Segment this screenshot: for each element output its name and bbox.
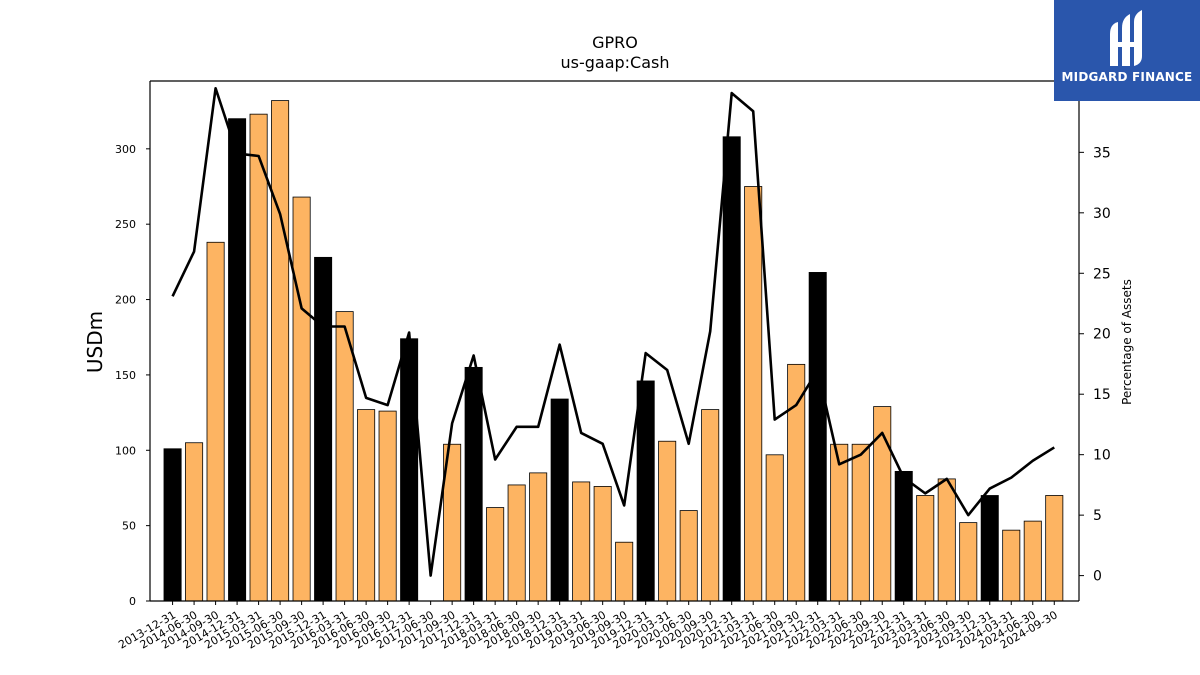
- bar: [615, 541, 634, 602]
- bar: [894, 470, 913, 602]
- bar: [593, 486, 612, 602]
- bar: [163, 448, 182, 602]
- y2-tick-label: 35: [1093, 145, 1111, 161]
- bar: [679, 510, 698, 602]
- axes-layer: 05010015020025030005101520253035402013-1…: [115, 80, 1111, 652]
- bar: [206, 241, 225, 602]
- bar: [271, 100, 290, 602]
- bar: [1002, 529, 1021, 602]
- bar: [529, 472, 548, 602]
- bar: [636, 380, 655, 602]
- bar: [937, 478, 956, 602]
- bar: [378, 410, 397, 602]
- bar: [980, 495, 999, 602]
- bar: [486, 507, 505, 602]
- bar: [830, 443, 849, 602]
- bar: [1023, 520, 1042, 602]
- y2-tick-label: 15: [1093, 387, 1111, 403]
- y-tick-label: 0: [129, 595, 136, 608]
- logo-text: MIDGARD FINANCE: [1061, 70, 1193, 84]
- bars-layer: [163, 100, 1064, 602]
- bar: [722, 136, 741, 602]
- bar: [572, 481, 591, 602]
- bar: [249, 113, 268, 602]
- bar: [787, 363, 806, 602]
- midgard-finance-logo: MIDGARD FINANCE: [1054, 0, 1200, 101]
- y-tick-label: 100: [115, 444, 136, 457]
- bar: [314, 256, 333, 602]
- chart-title: GPRO: [592, 33, 638, 52]
- y-tick-label: 200: [115, 294, 136, 307]
- percentage-line: [171, 86, 1055, 577]
- y-axis-label: USDm: [83, 311, 107, 373]
- bar: [357, 409, 376, 602]
- bar: [185, 442, 204, 602]
- bar: [765, 454, 784, 602]
- bar: [550, 398, 569, 602]
- bar: [228, 118, 247, 602]
- bar: [808, 272, 827, 602]
- y-tick-label: 150: [115, 369, 136, 382]
- bar: [400, 338, 419, 602]
- y2-axis-label: Percentage of Assets: [1120, 279, 1134, 405]
- bar: [1045, 495, 1064, 602]
- chart-subtitle: us-gaap:Cash: [560, 53, 669, 72]
- y2-tick-label: 5: [1093, 508, 1102, 524]
- bar: [507, 484, 526, 602]
- bar: [744, 186, 763, 602]
- bar: [658, 440, 677, 602]
- line-layer: [171, 86, 1055, 577]
- bar: [292, 196, 311, 602]
- y2-tick-label: 0: [1093, 569, 1102, 585]
- bar: [701, 409, 720, 602]
- y2-tick-label: 20: [1093, 327, 1111, 343]
- y2-tick-label: 10: [1093, 448, 1111, 464]
- bar: [464, 366, 483, 602]
- logo-mark-icon: [1110, 10, 1142, 66]
- y-tick-label: 50: [122, 520, 136, 533]
- bar: [959, 522, 978, 602]
- bar: [851, 443, 870, 602]
- y-tick-label: 300: [115, 143, 136, 156]
- y-tick-label: 250: [115, 218, 136, 231]
- bar: [335, 311, 354, 602]
- y2-tick-label: 30: [1093, 206, 1111, 222]
- y2-tick-label: 25: [1093, 266, 1111, 282]
- bar: [916, 495, 935, 602]
